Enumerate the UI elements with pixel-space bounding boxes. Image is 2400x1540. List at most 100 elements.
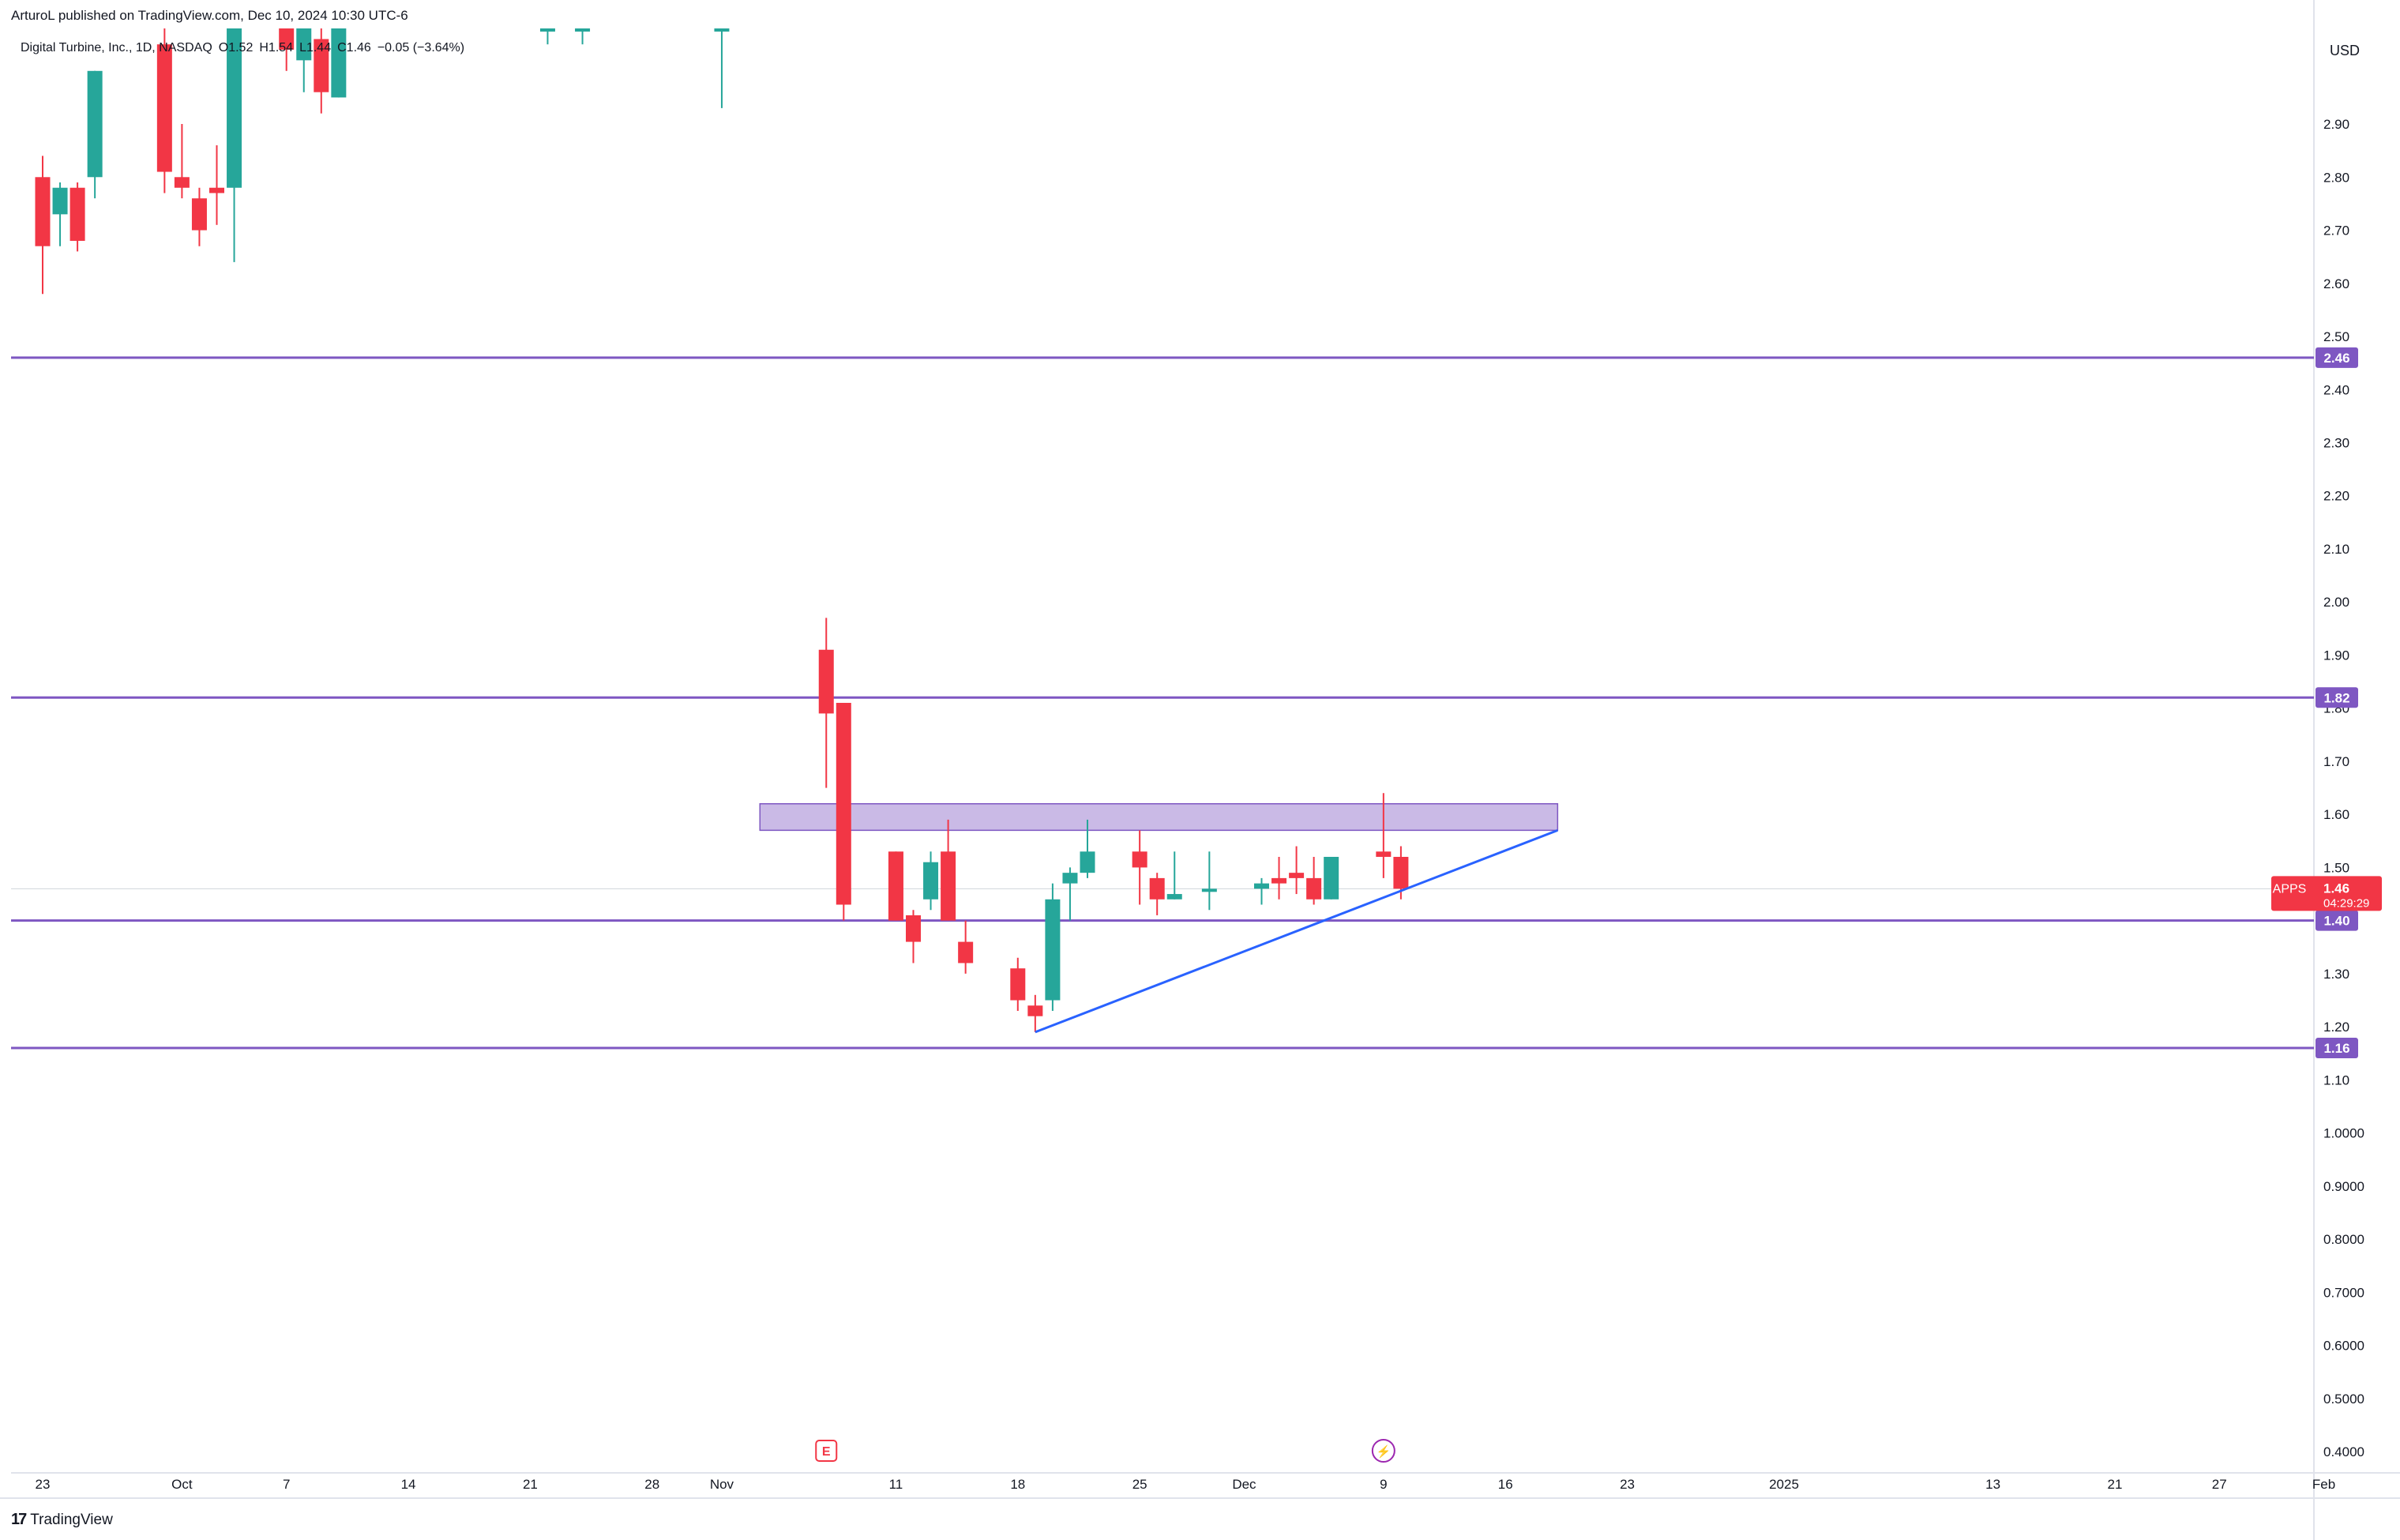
y-tick-label: 0.5000	[2323, 1392, 2364, 1407]
candle-body	[906, 915, 921, 942]
candle-body	[69, 187, 85, 241]
candle-body	[52, 187, 68, 215]
trendline	[1035, 828, 1558, 1034]
x-tick-label: 13	[1985, 1477, 2000, 1492]
symbol-name[interactable]: Digital Turbine, Inc., 1D, NASDAQ	[21, 41, 212, 54]
candle	[1080, 819, 1095, 878]
candle-body	[1080, 851, 1095, 873]
candle-body	[1132, 851, 1147, 868]
candle-body	[575, 28, 591, 32]
candle-body	[296, 28, 312, 61]
symbol-legend: Digital Turbine, Inc., 1D, NASDAQ O1.52 H1…	[21, 41, 471, 55]
candle	[1027, 994, 1043, 1032]
y-tick-label: 2.80	[2323, 170, 2349, 185]
x-tick-label: 23	[36, 1477, 51, 1492]
y-tick-label: 1.70	[2323, 754, 2349, 769]
candle	[539, 28, 555, 45]
y-tick-label: 2.70	[2323, 223, 2349, 239]
candle-body	[888, 851, 903, 921]
candle	[69, 182, 85, 252]
candle	[923, 851, 939, 911]
y-tick-label: 1.60	[2323, 807, 2349, 822]
open-value: O1.52	[218, 41, 254, 54]
x-tick-label: 7	[283, 1477, 290, 1492]
y-tick-label: 2.00	[2323, 595, 2349, 610]
high-value: H1.54	[259, 41, 294, 54]
candle	[906, 910, 921, 963]
y-tick-label: 2.40	[2323, 382, 2349, 397]
candle-body	[87, 70, 103, 178]
candle	[1271, 856, 1287, 900]
current-price-badge	[2271, 876, 2382, 911]
y-tick-label: 0.6000	[2323, 1339, 2364, 1354]
y-tick-label: 2.10	[2323, 542, 2349, 557]
dividend-icon	[1371, 1439, 1395, 1463]
y-tick-label: 1.20	[2323, 1020, 2349, 1035]
x-tick-label: Oct	[171, 1477, 193, 1492]
current-price-value: 1.46	[2323, 881, 2349, 896]
candle-body	[1062, 873, 1078, 884]
y-tick-label: 2.20	[2323, 489, 2349, 504]
candle-body	[1324, 856, 1339, 900]
level-price-badge	[2315, 687, 2358, 708]
candle-body	[1149, 877, 1165, 900]
brand-label: TradingView	[30, 1511, 113, 1528]
x-tick-label: Dec	[1232, 1477, 1256, 1492]
x-tick-label: 21	[523, 1477, 538, 1492]
x-tick-label: 25	[1132, 1477, 1147, 1492]
candle	[1306, 856, 1322, 905]
low-value: L1.44	[299, 41, 332, 54]
candle	[209, 145, 224, 225]
y-tick-label: 2.90	[2323, 117, 2349, 132]
candle-body	[1376, 851, 1392, 857]
candle	[1201, 851, 1217, 911]
y-tick-label: 1.50	[2323, 860, 2349, 875]
candle	[1166, 851, 1182, 900]
candle-body	[1027, 1005, 1043, 1016]
candle	[227, 28, 242, 262]
resistance-zone	[759, 802, 1559, 832]
change-value: −0.05 (−3.64%)	[377, 41, 465, 54]
y-tick-label: 2.30	[2323, 435, 2349, 450]
x-tick-label: 28	[644, 1477, 659, 1492]
x-tick-label: 14	[401, 1477, 416, 1492]
candle	[87, 70, 103, 199]
candle	[1149, 873, 1165, 915]
candle	[1045, 883, 1061, 1011]
tradingview-logo-icon: 17	[11, 1511, 27, 1528]
candle	[279, 28, 295, 71]
candle-body	[714, 28, 730, 32]
candle-body	[958, 941, 974, 963]
y-tick-label: 0.8000	[2323, 1232, 2364, 1247]
candle-body	[1393, 856, 1409, 889]
level-price-label: 1.82	[2323, 690, 2349, 705]
x-tick-label: 11	[889, 1477, 903, 1492]
candle-body	[1201, 888, 1217, 892]
candle-body	[818, 649, 834, 714]
earnings-label: E	[822, 1445, 831, 1459]
publisher-header: ArturoL published on TradingView.com, De…	[11, 8, 408, 23]
candle-body	[156, 44, 172, 172]
level-price-label: 1.16	[2323, 1041, 2349, 1056]
currency-label[interactable]: USD	[2330, 43, 2361, 58]
current-price-countdown: 04:29:29	[2323, 896, 2369, 910]
tradingview-logo[interactable]: 17 TradingView	[11, 1511, 113, 1529]
x-tick-label: 21	[2107, 1477, 2122, 1492]
candle-body	[1289, 873, 1305, 878]
y-tick-label: 0.9000	[2323, 1179, 2364, 1194]
candle-body	[1045, 899, 1061, 1001]
candle-body	[1254, 883, 1269, 889]
candle-body	[279, 28, 295, 50]
candle	[314, 28, 329, 114]
candle-body	[1306, 877, 1322, 900]
candle	[575, 28, 591, 45]
candle	[818, 618, 834, 788]
candle	[191, 187, 207, 246]
candle-body	[1010, 968, 1026, 1001]
candle-body	[314, 39, 329, 92]
candle-body	[923, 862, 939, 900]
candle-body	[191, 198, 207, 231]
x-tick-label: Nov	[710, 1477, 734, 1492]
candle	[958, 920, 974, 974]
